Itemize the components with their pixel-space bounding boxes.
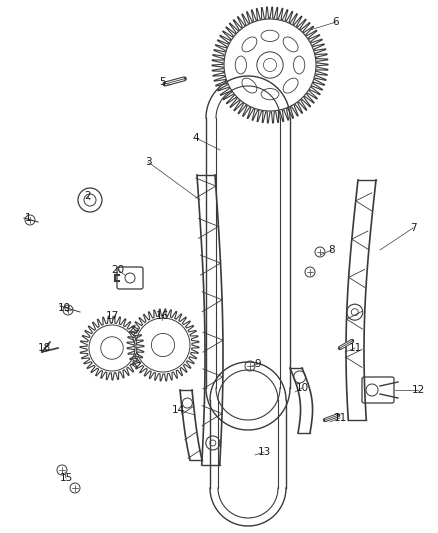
Text: 9: 9 [254,359,261,369]
Text: 3: 3 [145,157,151,167]
Text: 12: 12 [411,385,424,395]
Text: 16: 16 [155,311,169,321]
Text: 8: 8 [328,245,336,255]
Text: 11: 11 [348,343,362,353]
Text: 5: 5 [160,77,166,87]
Text: 10: 10 [296,383,308,393]
Text: 13: 13 [258,447,271,457]
Text: 6: 6 [333,17,339,27]
Text: 17: 17 [106,311,119,321]
Text: 1: 1 [25,213,31,223]
Text: 11: 11 [333,413,346,423]
Text: 18: 18 [37,343,51,353]
Text: 15: 15 [60,473,73,483]
Text: 7: 7 [410,223,416,233]
Text: 14: 14 [171,405,185,415]
Text: 4: 4 [193,133,199,143]
Text: 20: 20 [111,265,124,275]
Text: 19: 19 [57,303,71,313]
Text: 2: 2 [85,191,91,201]
